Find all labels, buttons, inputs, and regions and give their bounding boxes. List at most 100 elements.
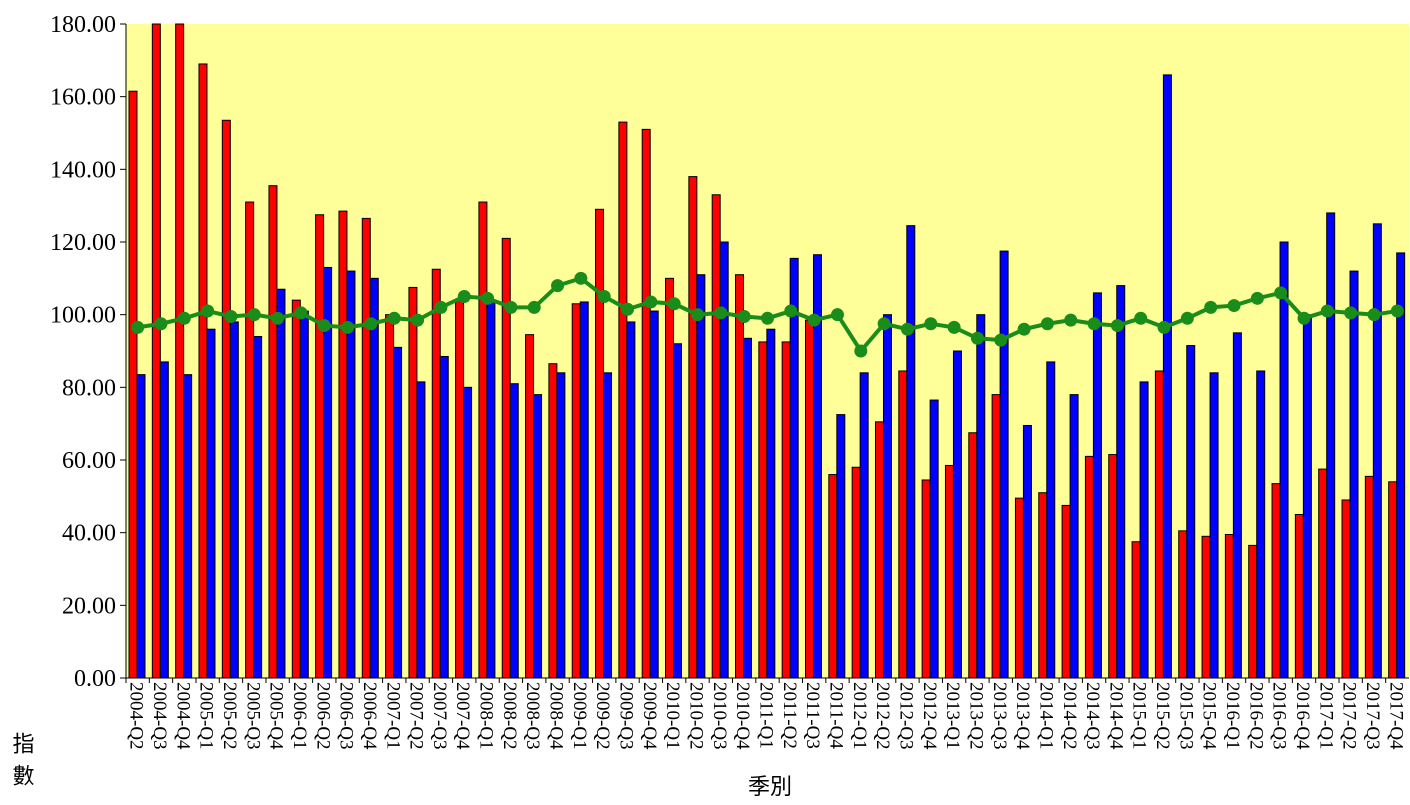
marker <box>1110 319 1124 333</box>
bar <box>696 274 706 679</box>
bar <box>1046 361 1056 679</box>
x-tick-label: 2013-Q1 <box>942 682 963 750</box>
marker <box>1344 306 1358 320</box>
bar <box>385 314 395 679</box>
x-tick-label: 2007-Q1 <box>382 682 403 750</box>
bar <box>128 90 138 679</box>
x-tick-label: 2014-Q1 <box>1035 682 1056 750</box>
bar <box>1349 270 1359 679</box>
bar <box>175 23 185 679</box>
bar <box>1224 533 1234 679</box>
x-tick-label: 2004-Q2 <box>126 682 147 750</box>
bar <box>874 421 884 679</box>
x-tick-label: 2008-Q4 <box>546 682 567 750</box>
bar <box>1139 381 1149 679</box>
x-tick-label: 2006-Q2 <box>312 682 333 750</box>
bar <box>626 321 636 679</box>
marker <box>900 322 914 336</box>
marker <box>131 320 145 334</box>
bar <box>898 370 908 679</box>
bar <box>1178 530 1188 679</box>
x-tick-label: 2007-Q4 <box>452 682 473 750</box>
bar <box>1201 535 1211 679</box>
bar <box>804 319 814 679</box>
bar <box>1232 332 1242 679</box>
y-tick-label: 140.00 <box>50 157 116 183</box>
marker <box>924 317 938 331</box>
x-tick-label: 2014-Q3 <box>1082 682 1103 750</box>
marker <box>201 304 215 318</box>
bar <box>758 341 768 679</box>
bar <box>136 374 146 679</box>
x-tick-label: 2017-Q2 <box>1339 682 1360 750</box>
marker <box>154 317 168 331</box>
x-tick-label: 2009-Q3 <box>616 682 637 750</box>
bar <box>921 479 931 679</box>
x-tick-label: 2006-Q3 <box>336 682 357 750</box>
x-tick-label: 2014-Q2 <box>1059 682 1080 750</box>
marker <box>1134 311 1148 325</box>
bar <box>1131 541 1141 679</box>
x-tick-label: 2016-Q4 <box>1292 682 1313 750</box>
bar <box>533 394 543 679</box>
bar <box>781 341 791 679</box>
bar <box>183 374 193 679</box>
x-tick-label: 2011-Q2 <box>779 682 800 749</box>
x-tick-label: 2010-Q2 <box>686 682 707 750</box>
bar <box>1341 499 1351 679</box>
marker <box>877 317 891 331</box>
bar <box>1372 223 1382 679</box>
bar <box>603 372 613 679</box>
marker <box>481 291 495 305</box>
y-tick-label: 160.00 <box>50 85 116 111</box>
bar <box>618 121 628 679</box>
bar <box>1302 314 1312 679</box>
bar <box>1116 285 1126 679</box>
x-tick-label: 2015-Q3 <box>1175 682 1196 750</box>
bar <box>556 372 566 679</box>
x-tick-label: 2017-Q1 <box>1315 682 1336 750</box>
bar <box>455 299 465 679</box>
bar <box>743 337 753 679</box>
marker <box>1157 320 1171 334</box>
bar <box>291 299 301 679</box>
x-tick-label: 2017-Q3 <box>1362 682 1383 750</box>
y-tick-label: 20.00 <box>62 593 116 619</box>
bar <box>1326 212 1336 679</box>
bar <box>525 334 535 679</box>
marker <box>434 300 448 314</box>
marker <box>504 300 518 314</box>
y-axis-label: 指數 <box>10 732 35 796</box>
x-tick-label: 2006-Q4 <box>359 682 380 750</box>
bar <box>159 361 169 679</box>
marker <box>247 308 261 322</box>
marker <box>1064 313 1078 327</box>
x-tick-label: 2013-Q4 <box>1012 682 1033 750</box>
marker <box>667 297 681 311</box>
marker <box>1390 304 1404 318</box>
x-tick-label: 2017-Q4 <box>1385 682 1406 750</box>
x-tick-label: 2013-Q3 <box>989 682 1010 750</box>
x-tick-label: 2016-Q3 <box>1269 682 1290 750</box>
x-tick-label: 2004-Q4 <box>172 682 193 750</box>
bar <box>206 328 216 679</box>
bar <box>828 474 838 679</box>
marker <box>341 320 355 334</box>
marker <box>1320 304 1334 318</box>
x-tick-label: 2004-Q3 <box>149 682 170 750</box>
x-tick-label: 2011-Q3 <box>802 682 823 749</box>
bar <box>253 335 263 679</box>
bar <box>1248 544 1258 679</box>
marker <box>551 279 565 293</box>
bar <box>1294 514 1304 679</box>
bar <box>1084 455 1094 679</box>
marker <box>527 300 541 314</box>
marker <box>644 295 658 309</box>
bar <box>665 277 675 679</box>
bar <box>641 128 651 679</box>
y-tick-label: 0.00 <box>74 666 116 692</box>
bar <box>1038 492 1048 679</box>
bar <box>1154 370 1164 679</box>
bar <box>245 201 255 679</box>
bar <box>299 310 309 679</box>
